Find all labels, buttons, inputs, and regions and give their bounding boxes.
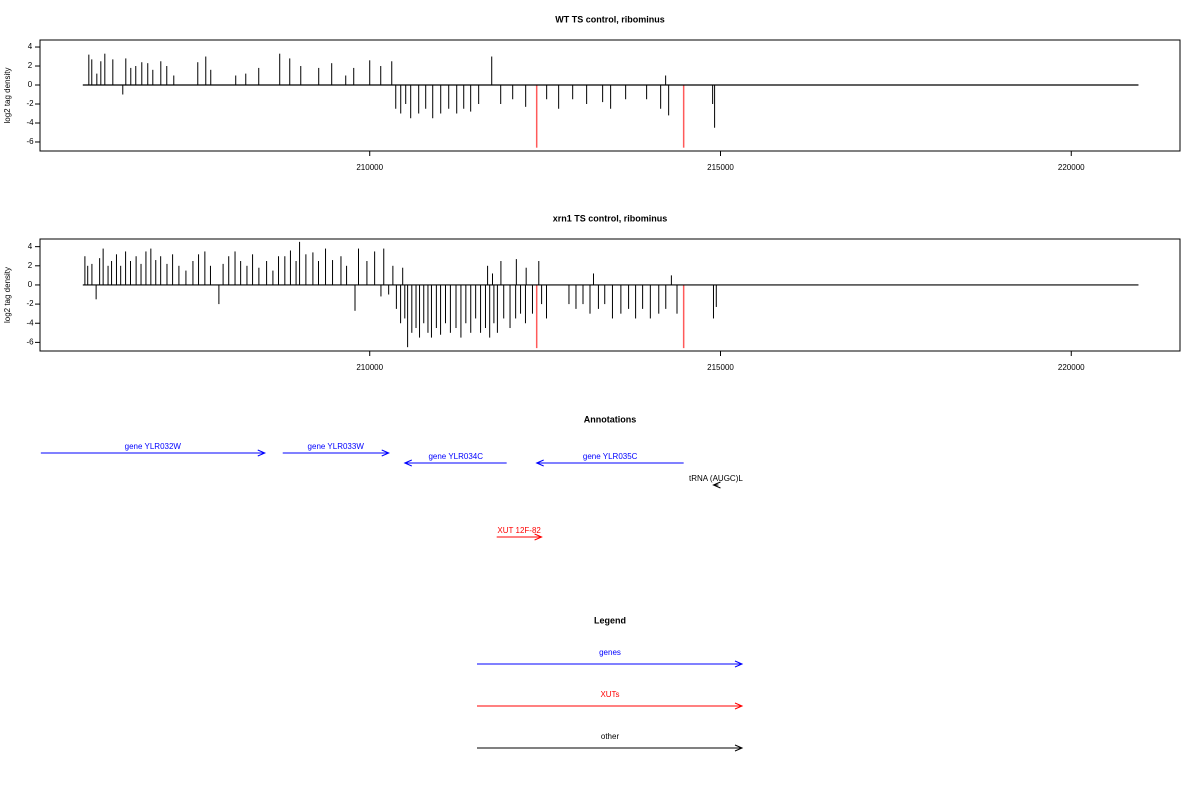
x-tick-label: 210000 [356,163,383,172]
legend-arrow-head [734,660,744,668]
legend-label: other [601,732,620,741]
y-axis-label: log2 tag density [3,67,12,123]
y-axis-label: log2 tag density [3,267,12,323]
annotations-title: Annotations [584,414,637,424]
chart-title: WT TS control, ribominus [555,14,665,24]
x-tick-label: 220000 [1058,163,1085,172]
feature-arrow-head [381,449,391,457]
plot-frame [39,39,1181,152]
y-tick-label: -6 [26,137,34,146]
y-tick-label: 2 [28,261,33,270]
y-tick-label: -2 [26,99,34,108]
y-tick-label: -6 [26,337,34,346]
y-tick-label: -4 [26,118,34,127]
feature-arrow-head [403,459,412,467]
x-tick-label: 220000 [1058,363,1085,372]
legend-label: genes [599,648,621,657]
feature-arrow-head [535,459,544,467]
legend-arrow-head [734,702,744,710]
y-tick-label: -4 [26,318,34,327]
legend-label: XUTs [600,690,619,699]
y-tick-label: 0 [28,280,33,289]
feature-arrow-head [534,533,543,541]
y-tick-label: 0 [28,80,33,89]
chart-title: xrn1 TS control, ribominus [553,213,668,223]
x-tick-label: 215000 [707,363,734,372]
x-tick-label: 210000 [356,363,383,372]
feature-label: gene YLR033W [308,442,365,451]
legend-arrow-head [734,744,744,752]
x-tick-label: 215000 [707,163,734,172]
y-tick-label: 4 [28,42,33,51]
y-tick-label: 4 [28,242,33,251]
feature-label: tRNA (AUGC)L [689,474,743,483]
feature-label: XUT 12F-82 [497,526,541,535]
feature-label: gene YLR035C [583,452,638,461]
feature-arrow-head [712,481,721,489]
y-tick-label: 2 [28,61,33,70]
legend-title: Legend [594,615,626,625]
plot-frame [39,238,1181,352]
feature-arrow-head [257,449,267,457]
y-tick-label: -2 [26,299,34,308]
feature-label: gene YLR032W [125,442,182,451]
feature-label: gene YLR034C [428,452,483,461]
